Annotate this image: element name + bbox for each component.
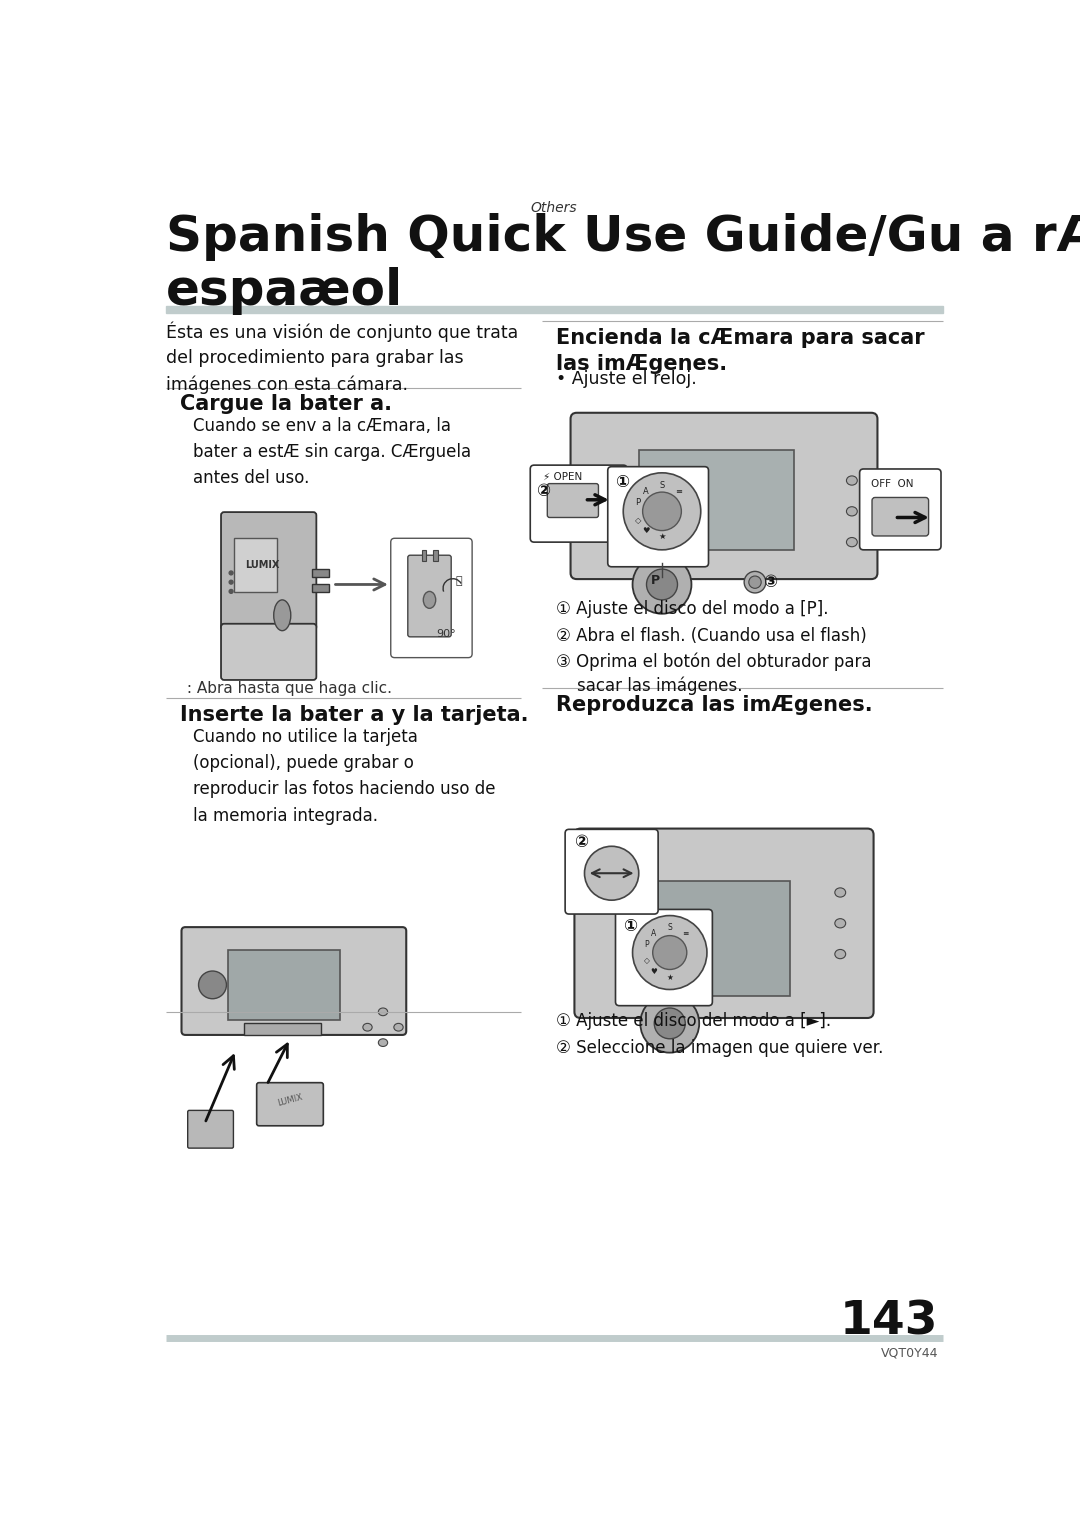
Bar bbox=[638, 449, 794, 549]
Circle shape bbox=[647, 569, 677, 600]
Bar bbox=[433, 549, 438, 561]
FancyBboxPatch shape bbox=[616, 910, 713, 1006]
Circle shape bbox=[652, 936, 687, 969]
FancyBboxPatch shape bbox=[860, 469, 941, 549]
FancyBboxPatch shape bbox=[391, 538, 472, 658]
Bar bbox=[312, 569, 328, 577]
Circle shape bbox=[229, 580, 233, 584]
Ellipse shape bbox=[847, 476, 858, 485]
Text: Cuando se env a la cÆmara, la
bater a estÆ sin carga. CÆrguela
antes del uso.: Cuando se env a la cÆmara, la bater a es… bbox=[193, 417, 471, 488]
Circle shape bbox=[633, 916, 707, 989]
FancyBboxPatch shape bbox=[608, 466, 708, 566]
Circle shape bbox=[633, 555, 691, 614]
Circle shape bbox=[229, 589, 233, 594]
Text: Encienda la cÆmara para sacar
las imÆgenes.: Encienda la cÆmara para sacar las imÆgen… bbox=[556, 328, 924, 374]
Ellipse shape bbox=[423, 592, 435, 609]
Circle shape bbox=[654, 1008, 685, 1039]
Text: LUMIX: LUMIX bbox=[245, 560, 280, 571]
Text: ⚡ OPEN: ⚡ OPEN bbox=[543, 471, 583, 482]
Text: ★: ★ bbox=[658, 532, 665, 542]
Text: Inserte la bater a y la tarjeta.: Inserte la bater a y la tarjeta. bbox=[180, 704, 528, 724]
Text: Others: Others bbox=[530, 201, 577, 215]
Text: VQT0Y44: VQT0Y44 bbox=[881, 1347, 939, 1359]
Text: espaæol: espaæol bbox=[166, 267, 403, 316]
Ellipse shape bbox=[847, 537, 858, 546]
Bar bbox=[234, 538, 276, 592]
Text: ②: ② bbox=[536, 482, 550, 500]
Text: ①: ① bbox=[616, 472, 630, 491]
Text: Reproduzca las imÆgenes.: Reproduzca las imÆgenes. bbox=[556, 695, 873, 715]
Text: • Ajuste el reloj.: • Ajuste el reloj. bbox=[556, 370, 697, 388]
Circle shape bbox=[229, 571, 233, 575]
Text: Spanish Quick Use Guide/Gu a rÆpida en: Spanish Quick Use Guide/Gu a rÆpida en bbox=[166, 213, 1080, 261]
FancyBboxPatch shape bbox=[221, 624, 316, 680]
Text: ★: ★ bbox=[666, 973, 673, 982]
Text: ≡: ≡ bbox=[683, 930, 689, 939]
Ellipse shape bbox=[378, 1008, 388, 1016]
Text: 143: 143 bbox=[840, 1299, 939, 1344]
Circle shape bbox=[584, 847, 638, 900]
Ellipse shape bbox=[273, 600, 291, 630]
Ellipse shape bbox=[835, 919, 846, 928]
Circle shape bbox=[199, 971, 227, 999]
Text: ① Ajuste el disco del modo a [P].: ① Ajuste el disco del modo a [P]. bbox=[556, 600, 828, 618]
Bar bbox=[312, 584, 328, 592]
Bar bbox=[228, 950, 340, 1020]
Circle shape bbox=[643, 492, 681, 531]
Text: ◇: ◇ bbox=[635, 515, 642, 525]
Text: ③: ③ bbox=[762, 572, 777, 591]
Text: ②: ② bbox=[575, 833, 589, 851]
Bar bbox=[243, 1023, 321, 1035]
Ellipse shape bbox=[378, 1039, 388, 1046]
Text: : Abra hasta que haga clic.: : Abra hasta que haga clic. bbox=[181, 681, 391, 696]
Bar bbox=[422, 549, 427, 561]
Text: OFF  ON: OFF ON bbox=[872, 480, 914, 489]
FancyBboxPatch shape bbox=[872, 497, 929, 535]
Text: ≡: ≡ bbox=[675, 488, 681, 497]
Text: ◇: ◇ bbox=[644, 957, 649, 965]
Circle shape bbox=[640, 994, 699, 1052]
Text: ♥: ♥ bbox=[642, 526, 649, 535]
Text: ② Seleccione la imagen que quiere ver.: ② Seleccione la imagen que quiere ver. bbox=[556, 1039, 883, 1057]
Text: ① Ajuste el disco del modo a [►].: ① Ajuste el disco del modo a [►]. bbox=[556, 1012, 831, 1029]
Text: P: P bbox=[635, 499, 640, 508]
Bar bbox=[638, 881, 789, 997]
FancyBboxPatch shape bbox=[257, 1083, 323, 1126]
Text: Ⓐ: Ⓐ bbox=[456, 575, 462, 586]
Text: Cargue la bater a.: Cargue la bater a. bbox=[180, 394, 392, 414]
FancyBboxPatch shape bbox=[530, 465, 627, 542]
Bar bbox=[166, 305, 943, 313]
Circle shape bbox=[623, 472, 701, 549]
Ellipse shape bbox=[363, 1023, 373, 1031]
FancyBboxPatch shape bbox=[548, 483, 598, 517]
Text: P: P bbox=[644, 940, 649, 948]
Text: ♥: ♥ bbox=[650, 966, 658, 976]
Text: A: A bbox=[643, 488, 648, 497]
Circle shape bbox=[748, 575, 761, 589]
Text: Cuando no utilice la tarjeta
(opcional), puede grabar o
reproducir las fotos hac: Cuando no utilice la tarjeta (opcional),… bbox=[193, 727, 496, 825]
Text: ③ Oprima el botón del obturador para
    sacar las imágenes.: ③ Oprima el botón del obturador para sac… bbox=[556, 652, 872, 695]
Text: A: A bbox=[651, 930, 657, 939]
FancyBboxPatch shape bbox=[188, 1111, 233, 1147]
Text: ② Abra el flash. (Cuando usa el flash): ② Abra el flash. (Cuando usa el flash) bbox=[556, 627, 866, 644]
Ellipse shape bbox=[835, 950, 846, 959]
Text: S: S bbox=[660, 482, 664, 491]
Ellipse shape bbox=[847, 506, 858, 515]
Text: 90°: 90° bbox=[436, 629, 457, 640]
Text: LUMIX: LUMIX bbox=[276, 1092, 303, 1108]
Circle shape bbox=[744, 571, 766, 594]
Ellipse shape bbox=[835, 888, 846, 897]
Text: Ésta es una visión de conjunto que trata
del procedimiento para grabar las
imáge: Ésta es una visión de conjunto que trata… bbox=[166, 321, 518, 394]
Ellipse shape bbox=[394, 1023, 403, 1031]
FancyBboxPatch shape bbox=[565, 830, 658, 914]
FancyBboxPatch shape bbox=[181, 927, 406, 1035]
FancyBboxPatch shape bbox=[408, 555, 451, 637]
FancyBboxPatch shape bbox=[221, 512, 316, 630]
Text: S: S bbox=[667, 923, 672, 933]
Text: ①: ① bbox=[623, 917, 637, 936]
FancyBboxPatch shape bbox=[575, 828, 874, 1019]
FancyBboxPatch shape bbox=[570, 413, 877, 580]
Text: P: P bbox=[651, 574, 660, 588]
